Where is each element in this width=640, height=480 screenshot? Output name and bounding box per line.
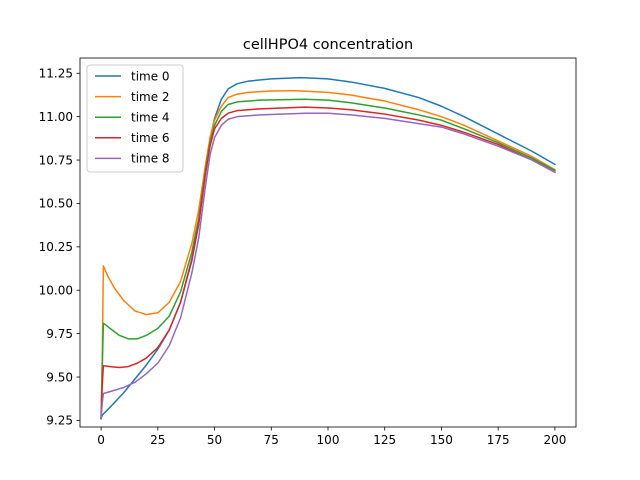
plot-lines [100,76,556,420]
y-tick-label: 11.00 [39,110,73,124]
y-tick-label: 10.25 [39,240,73,254]
legend-label: time 8 [131,152,170,166]
y-tick-label: 10.75 [39,153,73,167]
x-tick-label: 25 [150,433,165,447]
x-tick-label: 125 [373,433,396,447]
x-tick-label: 75 [264,433,279,447]
series-line-3 [100,106,556,420]
legend-label: time 0 [131,69,170,83]
series-line-2 [100,98,556,420]
x-tick-label: 100 [317,433,340,447]
legend: time 0 time 2 time 4 time 6 time 8 [86,64,184,173]
series-line-4 [100,112,556,420]
x-tick-label: 200 [543,433,566,447]
legend-label: time 6 [131,131,170,145]
legend-box [86,64,184,173]
x-tick-label: 150 [430,433,453,447]
x-tick-label: 0 [97,433,105,447]
x-tick-label: 50 [207,433,222,447]
y-tick-label: 10.00 [39,284,73,298]
legend-label: time 4 [131,111,170,125]
series-line-0 [100,76,556,420]
y-tick-label: 9.25 [46,414,73,428]
x-axis-ticks: 0 25 50 75 100 125 150 175 200 [97,427,566,447]
y-axis-ticks: 9.25 9.50 9.75 10.00 10.25 10.50 10.75 11.00 11.… [39,67,80,428]
legend-label: time 2 [131,90,170,104]
y-tick-label: 9.50 [46,370,73,384]
x-tick-label: 175 [487,433,510,447]
y-tick-label: 9.75 [46,327,73,341]
y-tick-label: 10.50 [39,197,73,211]
chart-title: cellHPO4 concentration [243,37,413,53]
series-line-1 [100,89,556,420]
y-tick-label: 11.25 [39,67,73,81]
